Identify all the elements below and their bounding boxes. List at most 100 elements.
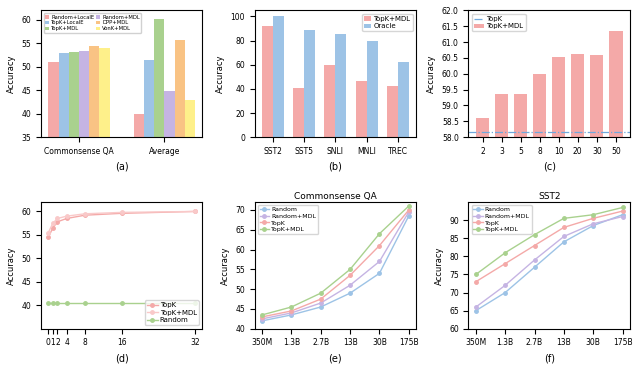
Line: TopK: TopK (260, 208, 410, 319)
Bar (175, 40, 185, 302)
Random+MDL (258, 317, 266, 321)
Random+MDL (560, 234, 568, 239)
Y-axis label: Accuracy: Accuracy (216, 54, 225, 93)
Random (63, 301, 70, 305)
Title: SST2: SST2 (538, 192, 561, 201)
Random (405, 214, 413, 218)
Random (118, 301, 125, 305)
Line: TopK+MDL: TopK+MDL (474, 206, 624, 276)
TopK+MDL (63, 214, 70, 218)
TopK+MDL (472, 272, 479, 277)
Bar (324, 65, 335, 137)
Bar (262, 26, 273, 137)
TopK (472, 279, 479, 284)
TopK (44, 235, 52, 239)
Bar (356, 81, 367, 137)
TopK (63, 216, 70, 221)
Line: TopK+MDL: TopK+MDL (260, 204, 410, 317)
Random+MDL (287, 311, 295, 315)
Bar (609, 31, 623, 370)
TopK+MDL (81, 212, 89, 216)
Legend: TopK, TopK+MDL, Random: TopK, TopK+MDL, Random (145, 300, 199, 325)
Y-axis label: Accuracy: Accuracy (7, 246, 16, 285)
X-axis label: (a): (a) (115, 161, 129, 171)
TopK+MDL (589, 212, 597, 217)
Bar (293, 88, 304, 137)
Random (376, 271, 383, 276)
Legend: Random, Random+MDL, TopK, TopK+MDL: Random, Random+MDL, TopK, TopK+MDL (472, 205, 532, 234)
Random+MDL (619, 214, 627, 219)
Legend: Random, Random+MDL, TopK, TopK+MDL: Random, Random+MDL, TopK, TopK+MDL (258, 205, 318, 234)
Bar (58, 53, 68, 302)
TopK (619, 209, 627, 213)
Bar (590, 56, 604, 370)
Random (49, 301, 57, 305)
Random (472, 309, 479, 313)
TopK (317, 297, 324, 301)
Bar (144, 60, 154, 302)
Random+MDL (589, 222, 597, 226)
Line: TopK: TopK (47, 210, 196, 239)
Random+MDL (405, 210, 413, 214)
Bar (79, 51, 89, 302)
TopK (498, 130, 506, 135)
Bar (335, 34, 346, 137)
TopK+MDL (346, 267, 354, 272)
X-axis label: (e): (e) (328, 353, 342, 363)
Bar (185, 100, 195, 302)
Random+MDL (531, 258, 538, 262)
Bar (273, 17, 284, 137)
Random (560, 240, 568, 244)
TopK (54, 219, 61, 224)
TopK (49, 226, 57, 230)
Line: TopK+MDL: TopK+MDL (47, 210, 196, 234)
Random (44, 301, 52, 305)
Bar (164, 91, 175, 302)
Bar (398, 62, 409, 137)
Random+MDL (376, 259, 383, 264)
Y-axis label: Accuracy: Accuracy (7, 54, 16, 93)
TopK (560, 225, 568, 230)
Random+MDL (501, 283, 509, 287)
Y-axis label: Accuracy: Accuracy (428, 54, 436, 93)
Line: TopK: TopK (474, 209, 624, 283)
Random+MDL (346, 283, 354, 287)
Legend: Random+LocalE, TopK+LocalE, TopK+MDL, Random+MDL, DPP+MDL, VonK+MDL: Random+LocalE, TopK+LocalE, TopK+MDL, Ra… (44, 13, 141, 33)
Random (54, 301, 61, 305)
TopK+MDL (49, 221, 57, 225)
Random (317, 305, 324, 309)
TopK+MDL (54, 216, 61, 221)
X-axis label: (c): (c) (543, 161, 556, 171)
Random (346, 291, 354, 295)
Bar (387, 86, 398, 137)
Line: Random+MDL: Random+MDL (474, 215, 624, 309)
TopK (258, 314, 266, 319)
X-axis label: (f): (f) (544, 353, 555, 363)
Bar (552, 57, 565, 370)
Bar (154, 19, 164, 302)
Line: Random: Random (260, 214, 410, 323)
Title: Commonsense QA: Commonsense QA (294, 192, 377, 201)
Bar (533, 74, 547, 370)
TopK (191, 209, 199, 213)
TopK (287, 309, 295, 313)
TopK+MDL (560, 216, 568, 221)
Bar (514, 94, 527, 370)
Bar (476, 118, 489, 370)
Y-axis label: Accuracy: Accuracy (435, 246, 444, 285)
Random (191, 301, 199, 305)
TopK+MDL (258, 313, 266, 317)
TopK (531, 243, 538, 248)
Y-axis label: Accuracy: Accuracy (221, 246, 230, 285)
Line: Random: Random (474, 213, 624, 312)
TopK+MDL (376, 232, 383, 236)
Random (501, 290, 509, 295)
Random (81, 301, 89, 305)
X-axis label: (d): (d) (115, 353, 129, 363)
Random (258, 319, 266, 323)
Random (589, 223, 597, 228)
TopK+MDL (619, 205, 627, 210)
Bar (367, 41, 378, 137)
TopK+MDL (531, 232, 538, 237)
Random (531, 265, 538, 269)
